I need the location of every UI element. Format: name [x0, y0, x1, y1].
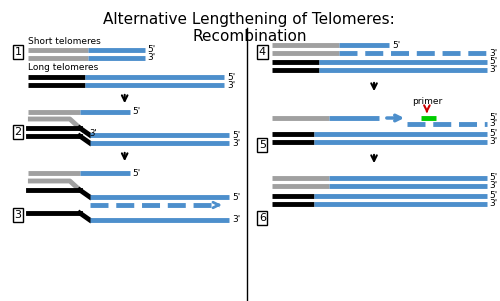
- Text: 5': 5': [490, 173, 498, 182]
- Text: 5: 5: [259, 140, 266, 150]
- Text: 5': 5': [232, 193, 240, 201]
- Text: 4: 4: [259, 47, 266, 57]
- Text: 5': 5': [148, 45, 156, 54]
- Text: Alternative Lengthening of Telomeres:
Recombination: Alternative Lengthening of Telomeres: Re…: [104, 12, 395, 45]
- Text: 5': 5': [490, 57, 498, 67]
- Text: 5': 5': [490, 191, 498, 200]
- Text: 3': 3': [490, 48, 498, 57]
- Text: 5': 5': [232, 131, 240, 139]
- Text: 5': 5': [132, 169, 141, 178]
- Text: 3': 3': [490, 119, 498, 129]
- Text: 5': 5': [132, 107, 141, 116]
- Text: 3': 3': [490, 66, 498, 75]
- Text: 2: 2: [14, 127, 21, 137]
- Text: 5': 5': [490, 113, 498, 123]
- Text: 3: 3: [14, 210, 21, 220]
- Text: 6: 6: [259, 213, 266, 223]
- Text: Short telomeres: Short telomeres: [28, 38, 101, 46]
- Text: 3': 3': [90, 129, 98, 138]
- Text: 3': 3': [490, 138, 498, 147]
- Text: 3': 3': [490, 182, 498, 191]
- Text: 1: 1: [14, 47, 21, 57]
- Text: 3': 3': [228, 80, 235, 89]
- Text: 5': 5': [392, 41, 400, 49]
- Text: primer: primer: [412, 98, 442, 107]
- Text: 3': 3': [232, 138, 240, 147]
- Text: 5': 5': [490, 129, 498, 138]
- Text: Long telomeres: Long telomeres: [28, 64, 98, 73]
- Text: 3': 3': [232, 216, 240, 225]
- Text: 3': 3': [148, 54, 156, 63]
- Text: 5': 5': [228, 73, 235, 82]
- Text: 3': 3': [490, 200, 498, 209]
